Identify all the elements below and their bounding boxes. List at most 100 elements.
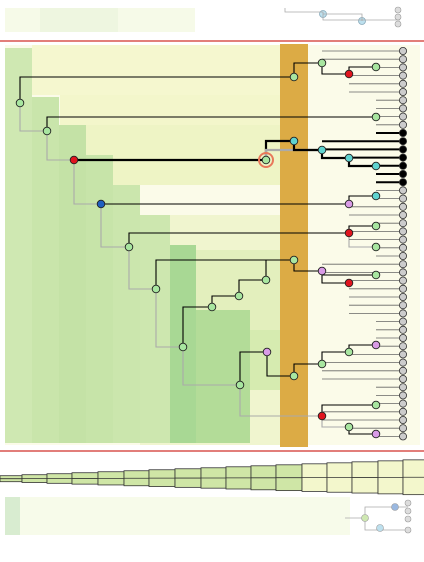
node <box>371 221 381 231</box>
mini-leaf <box>394 6 402 14</box>
mini-leaf <box>394 20 402 28</box>
leaf <box>398 219 407 228</box>
leaf <box>398 284 407 293</box>
step <box>196 310 250 443</box>
leaf <box>398 63 407 72</box>
edge <box>266 352 294 377</box>
leaf <box>398 260 407 269</box>
leaf <box>398 178 407 187</box>
node <box>344 347 354 357</box>
step <box>59 125 86 443</box>
node <box>289 136 299 146</box>
edge <box>182 347 240 386</box>
leaf <box>398 407 407 416</box>
edge <box>265 259 294 280</box>
mini-leaf <box>404 515 412 523</box>
edge <box>46 116 376 131</box>
node <box>344 69 354 79</box>
leaf <box>398 227 407 236</box>
edge <box>155 259 294 289</box>
leaf <box>398 169 407 178</box>
node <box>207 302 217 312</box>
step <box>113 185 140 443</box>
node <box>96 199 106 209</box>
leaf <box>398 366 407 375</box>
node <box>344 422 354 432</box>
leaf <box>398 137 407 146</box>
leaf <box>398 210 407 219</box>
leaf <box>398 391 407 400</box>
leaf <box>398 153 407 162</box>
leaf <box>398 120 407 129</box>
leaf <box>398 88 407 97</box>
node <box>344 228 354 238</box>
node <box>42 126 52 136</box>
leaf <box>398 358 407 367</box>
node <box>371 242 381 252</box>
mini-leaf <box>404 499 412 507</box>
band <box>86 125 282 185</box>
leaf <box>398 276 407 285</box>
edge <box>348 233 376 248</box>
edge <box>128 247 156 290</box>
leaf <box>398 415 407 424</box>
edges <box>19 50 403 437</box>
edge <box>239 385 322 417</box>
band <box>20 497 350 535</box>
node <box>235 380 245 390</box>
leaf <box>398 128 407 137</box>
selected-ring <box>258 152 274 168</box>
mini-node <box>391 503 399 511</box>
node <box>344 153 354 163</box>
leaf <box>398 333 407 342</box>
node <box>371 400 381 410</box>
mini-node <box>361 514 369 522</box>
node <box>289 371 299 381</box>
node <box>371 112 381 122</box>
step <box>86 155 113 443</box>
leaf <box>398 112 407 121</box>
node <box>371 340 381 350</box>
band <box>250 330 282 390</box>
leaf <box>398 47 407 56</box>
node <box>124 242 134 252</box>
leaf <box>398 145 407 154</box>
node <box>371 62 381 72</box>
mini-node <box>376 524 384 532</box>
leaf <box>398 161 407 170</box>
node <box>371 191 381 201</box>
background <box>5 44 420 447</box>
band <box>40 8 118 32</box>
edge <box>46 131 74 161</box>
step <box>140 215 170 443</box>
edge <box>238 279 266 296</box>
leaf <box>398 104 407 113</box>
step <box>5 48 32 443</box>
node <box>371 161 381 171</box>
node <box>261 275 271 285</box>
edge <box>293 62 322 77</box>
leaf <box>398 309 407 318</box>
edge <box>128 232 349 247</box>
node <box>344 278 354 288</box>
mini-leaf <box>394 13 402 21</box>
bottom-strip <box>0 459 424 496</box>
mini-edge <box>284 8 400 21</box>
edge <box>19 76 294 103</box>
node <box>317 58 327 68</box>
leaf <box>398 71 407 80</box>
band <box>32 45 282 95</box>
edge <box>73 160 101 205</box>
node <box>317 411 327 421</box>
leaf <box>398 96 407 105</box>
node <box>317 145 327 155</box>
edge <box>182 306 212 347</box>
leaf <box>398 399 407 408</box>
edge <box>155 289 183 348</box>
node <box>289 72 299 82</box>
leaf <box>398 383 407 392</box>
leaf <box>398 292 407 301</box>
node <box>178 342 188 352</box>
leaf <box>398 243 407 252</box>
mini-leaf <box>404 526 412 534</box>
